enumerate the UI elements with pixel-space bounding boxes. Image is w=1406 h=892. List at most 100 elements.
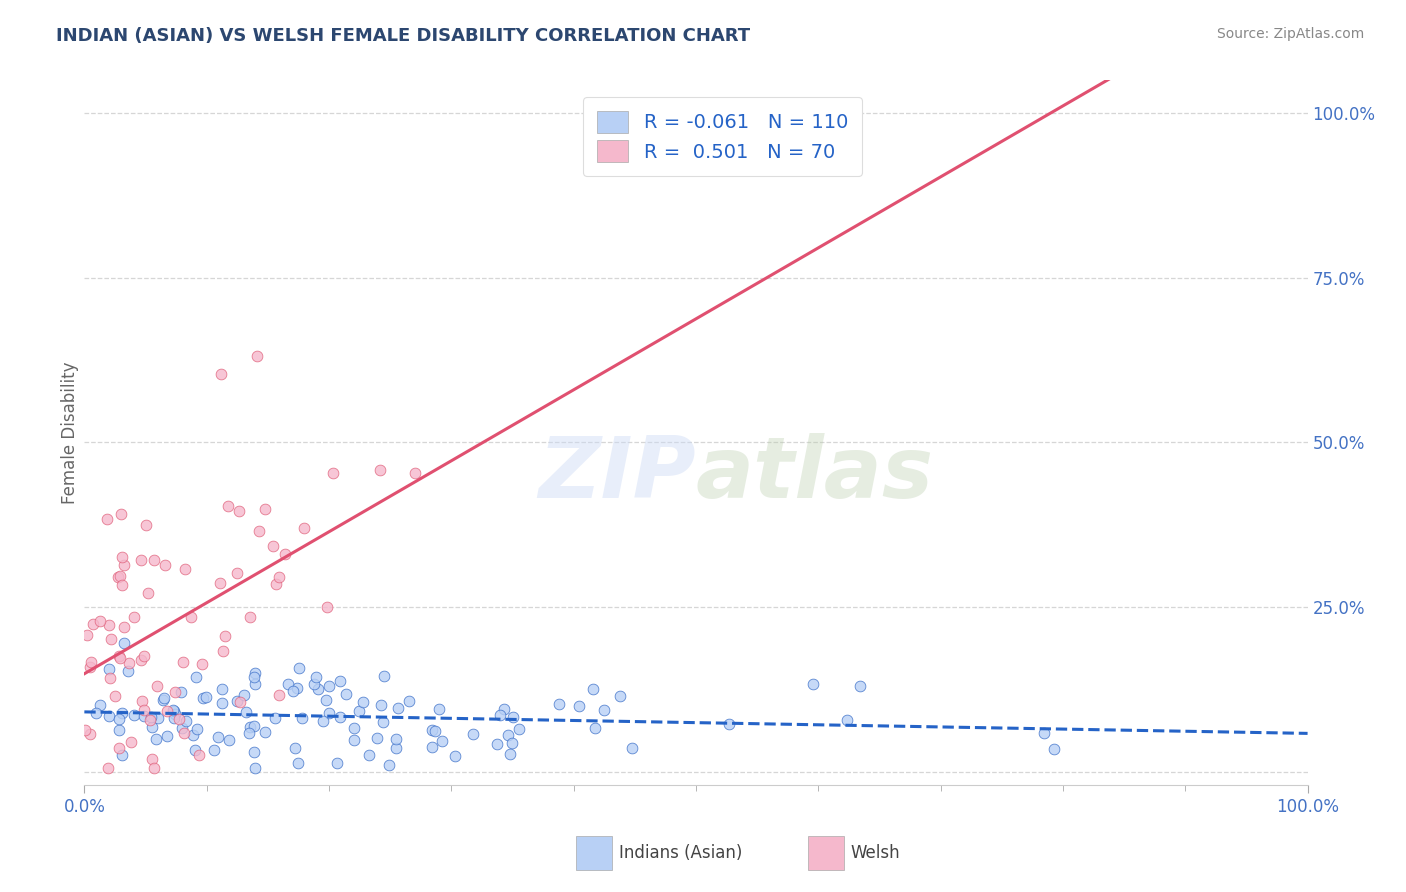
Point (84, 706, 107, 721)
Point (304, 677, 326, 691)
Point (111, 577, 134, 591)
Point (264, 711, 287, 725)
Point (373, 669, 395, 683)
Point (343, 732, 366, 747)
Point (165, 706, 187, 721)
Point (180, 609, 202, 624)
Point (427, 702, 450, 716)
Point (508, 723, 530, 737)
Point (254, 725, 277, 739)
Point (287, 681, 309, 696)
Point (262, 540, 284, 554)
Point (243, 719, 266, 733)
Point (329, 674, 352, 689)
Text: Welsh: Welsh (851, 844, 900, 862)
Point (239, 610, 262, 624)
Point (370, 698, 392, 712)
Point (496, 727, 519, 741)
Point (238, 726, 260, 740)
Point (326, 756, 349, 770)
Point (186, 722, 208, 736)
Point (568, 698, 591, 713)
Point (124, 610, 146, 624)
Point (207, 730, 229, 744)
Point (498, 747, 520, 761)
Point (108, 650, 131, 665)
Point (276, 677, 298, 691)
Text: Source: ZipAtlas.com: Source: ZipAtlas.com (1216, 27, 1364, 41)
Point (283, 684, 305, 698)
Point (146, 711, 169, 725)
Point (305, 670, 328, 684)
Point (202, 743, 225, 757)
Point (718, 717, 741, 731)
Point (292, 521, 315, 535)
Point (621, 741, 644, 756)
Point (398, 693, 420, 707)
Point (117, 664, 139, 678)
Point (181, 728, 204, 742)
Point (366, 731, 388, 746)
Point (163, 710, 186, 724)
Point (172, 655, 194, 669)
Point (246, 349, 269, 363)
Point (352, 695, 374, 709)
Point (167, 712, 190, 726)
Point (489, 708, 512, 723)
Point (245, 677, 267, 691)
Point (801, 676, 824, 690)
Point (217, 500, 239, 514)
Point (218, 732, 240, 747)
Text: Indians (Asian): Indians (Asian) (619, 844, 742, 862)
Point (195, 690, 218, 705)
Point (183, 742, 205, 756)
Point (145, 731, 167, 746)
Point (226, 694, 249, 708)
Point (112, 636, 135, 650)
Point (425, 724, 447, 739)
Point (583, 721, 606, 735)
Point (163, 704, 186, 718)
Point (134, 649, 156, 664)
Y-axis label: Female Disability: Female Disability (62, 361, 80, 504)
Point (267, 569, 290, 583)
Point (307, 681, 329, 696)
Point (287, 756, 309, 770)
Point (404, 467, 426, 481)
Point (174, 562, 197, 576)
Point (243, 745, 266, 759)
Point (243, 761, 266, 775)
Point (461, 727, 484, 741)
Point (430, 734, 453, 748)
Point (129, 653, 152, 667)
Point (239, 720, 262, 734)
Point (156, 704, 179, 718)
Point (112, 620, 135, 634)
Text: atlas: atlas (696, 434, 934, 516)
Point (134, 703, 156, 717)
Point (97, 709, 120, 723)
Point (267, 688, 290, 702)
Point (492, 702, 515, 716)
Point (156, 729, 179, 743)
Point (110, 507, 132, 521)
Point (312, 714, 335, 729)
Point (1043, 741, 1066, 756)
Point (111, 550, 134, 565)
Point (243, 670, 266, 684)
Point (96, 512, 118, 526)
Point (89, 614, 111, 628)
Point (172, 721, 194, 735)
Point (211, 644, 233, 658)
Point (111, 747, 134, 762)
Point (501, 736, 523, 750)
Point (100, 632, 122, 647)
Point (184, 670, 207, 684)
Point (82, 617, 104, 632)
Point (152, 691, 174, 706)
Point (173, 726, 195, 740)
Point (385, 731, 408, 746)
Point (245, 666, 267, 681)
Point (98, 662, 121, 676)
Point (609, 689, 631, 703)
